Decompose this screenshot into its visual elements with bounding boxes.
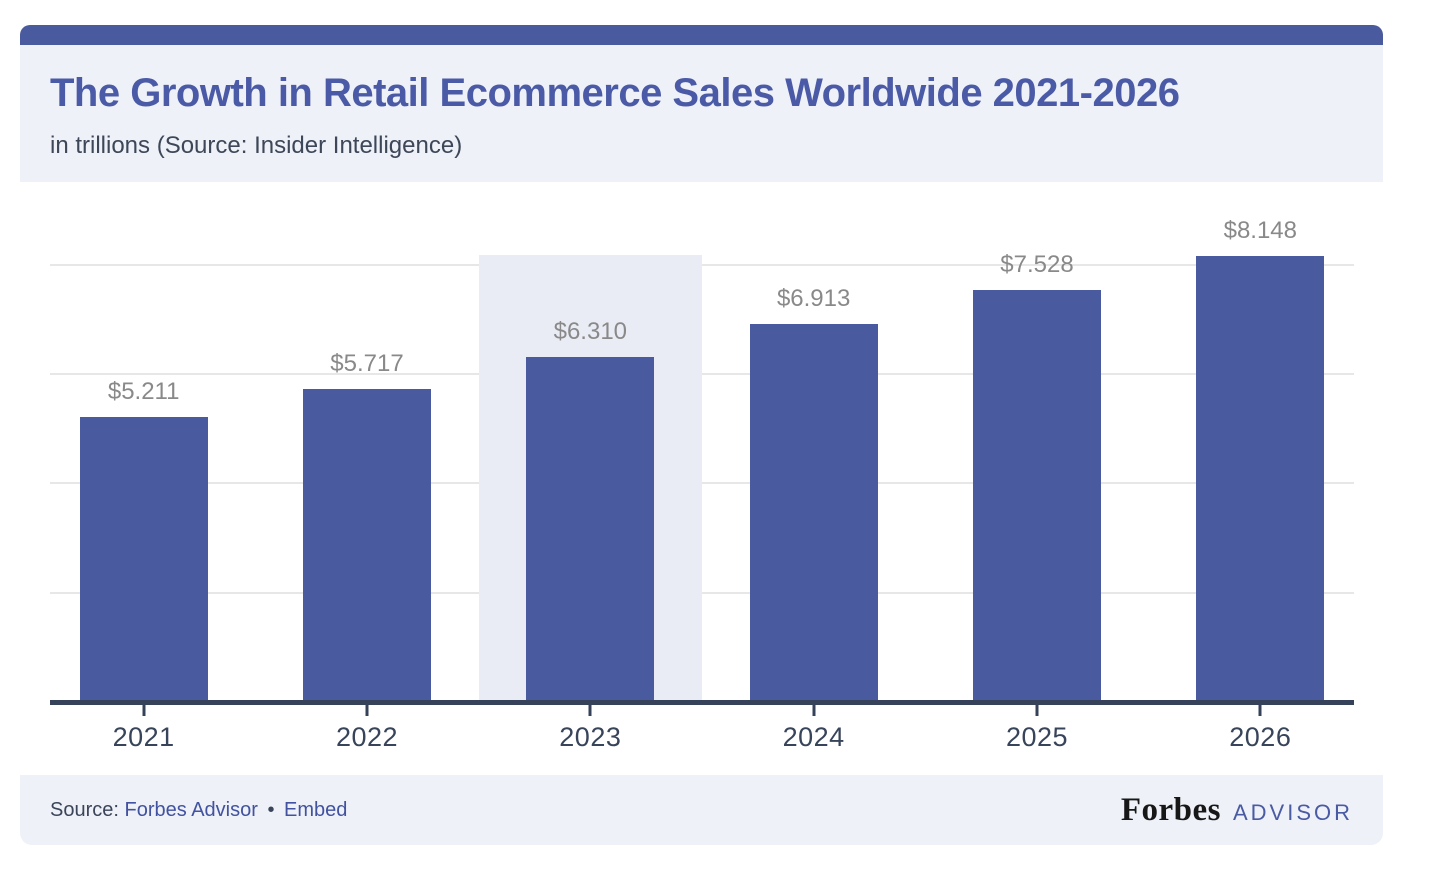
x-label-2022: 2022 <box>335 722 399 752</box>
category-slot-2026: $8.148 <box>1149 217 1372 716</box>
bar-2025[interactable] <box>972 290 1101 702</box>
x-axis-tick-2022 <box>365 705 369 716</box>
gridline-8 <box>50 263 1354 266</box>
category-slot-2021: $5.211 <box>32 255 255 716</box>
category-slot-2025: $7.528 <box>925 251 1148 716</box>
bar-2026[interactable] <box>1196 256 1325 702</box>
chart-card: The Growth in Retail Ecommerce Sales Wor… <box>20 25 1383 845</box>
bars-layer: $5.211 $5.717 $6.310 $6.913 $7.528 $8.148 <box>32 217 1372 716</box>
chart-title: The Growth in Retail Ecommerce Sales Wor… <box>50 71 1180 115</box>
value-label-2023: $6.310 <box>553 317 628 345</box>
x-label-2021: 2021 <box>112 722 175 752</box>
value-label-2025: $7.528 <box>1000 251 1074 279</box>
x-axis-line <box>50 700 1354 705</box>
bar-2024[interactable] <box>749 324 878 702</box>
value-label-2021: $5.211 <box>107 378 180 406</box>
x-label-2023: 2023 <box>559 722 622 752</box>
source-label: Source: <box>50 798 119 821</box>
x-axis-tick-2026 <box>1258 705 1262 716</box>
bar-2021[interactable] <box>79 417 208 702</box>
category-slot-2022: $5.717 <box>255 255 478 716</box>
chart-subtitle: in trillions (Source: Insider Intelligen… <box>50 132 463 159</box>
x-label-2026: 2026 <box>1229 722 1292 752</box>
x-axis-tick-2021 <box>142 705 146 716</box>
x-axis-tick-2023 <box>588 705 592 716</box>
gridline-layer <box>50 255 1354 702</box>
card-accent-bar <box>20 25 1383 45</box>
chart-header: The Growth in Retail Ecommerce Sales Wor… <box>20 45 1383 182</box>
x-axis-labels: 2021 2022 2023 2024 2025 2026 <box>32 722 1372 753</box>
value-label-2022: $5.717 <box>330 350 404 378</box>
x-axis-tick-2024 <box>812 705 816 716</box>
value-label-2026: $8.148 <box>1223 217 1297 245</box>
x-axis-tick-2025 <box>1035 705 1039 716</box>
x-label-2024: 2024 <box>782 722 845 752</box>
source-line: Source: Forbes Advisor • Embed <box>50 799 347 822</box>
forbes-advisor-link[interactable]: Forbes Advisor <box>124 798 258 821</box>
value-label-2024: $6.913 <box>776 285 851 313</box>
bar-chart: $5.211 $5.717 $6.310 $6.913 $7.528 $8.148 202… <box>20 182 1383 775</box>
bar-2023[interactable] <box>526 356 655 702</box>
bar-2022[interactable] <box>302 389 431 702</box>
chart-footer: Source: Forbes Advisor • Embed Forbes AD… <box>20 775 1383 845</box>
gridline-2 <box>50 591 1354 594</box>
category-slot-2024: $6.913 <box>702 255 925 716</box>
x-label-2025: 2025 <box>1005 722 1069 752</box>
category-slot-2023: $6.310 <box>478 255 702 716</box>
advisor-wordmark: ADVISOR <box>1232 799 1353 825</box>
gridline-4 <box>50 482 1354 485</box>
gridline-6 <box>50 372 1354 375</box>
forbes-advisor-logo: Forbes ADVISOR <box>1121 792 1353 829</box>
source-separator: • <box>267 798 275 821</box>
forbes-wordmark: Forbes <box>1120 791 1221 828</box>
embed-link[interactable]: Embed <box>284 798 348 821</box>
